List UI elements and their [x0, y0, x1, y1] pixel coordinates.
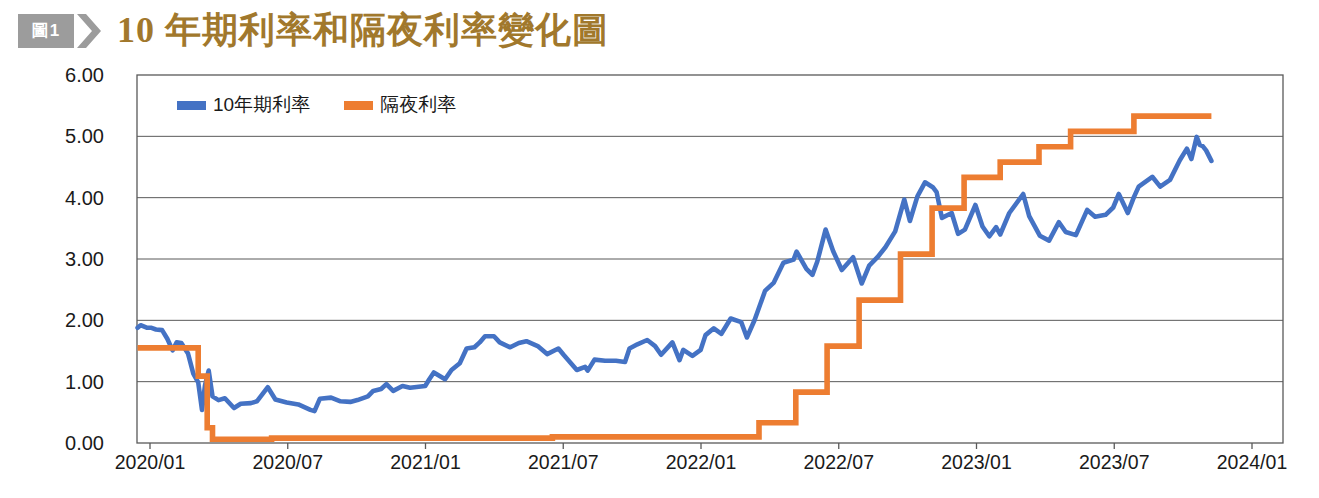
legend-swatch-10y-icon — [177, 101, 206, 110]
x-axis-label: 2023/01 — [941, 451, 1012, 473]
legend-swatch-overnight-icon — [344, 101, 373, 110]
series-line-10y — [138, 137, 1212, 411]
x-axis-label: 2024/01 — [1217, 451, 1288, 473]
figure-container: 圖1 10 年期利率和隔夜利率變化圖 2020/012020/072021/01… — [0, 0, 1319, 498]
legend-label-overnight: 隔夜利率 — [380, 92, 456, 118]
x-axis-label: 2020/01 — [115, 451, 186, 473]
x-axis-label: 2020/07 — [252, 451, 323, 473]
series-line-overnight — [138, 116, 1212, 439]
y-axis-label: 5.00 — [65, 125, 104, 147]
y-axis-label: 2.00 — [65, 309, 104, 331]
y-axis-label: 3.00 — [65, 248, 104, 270]
x-axis-label: 2021/07 — [528, 451, 599, 473]
y-axis-label: 0.00 — [65, 432, 104, 454]
legend-item-10y: 10年期利率 — [177, 92, 310, 118]
x-axis-label: 2023/07 — [1079, 451, 1150, 473]
legend-label-10y: 10年期利率 — [213, 92, 310, 118]
x-axis-label: 2021/01 — [390, 451, 461, 473]
line-chart: 2020/01 2020/07 2021/01 2021/07 2022/01 2022/… — [0, 0, 1319, 498]
y-axis-label: 4.00 — [65, 187, 104, 209]
chart-legend: 10年期利率 隔夜利率 — [177, 92, 456, 118]
x-axis-label: 2022/01 — [666, 451, 737, 473]
y-axis-label: 6.00 — [65, 64, 104, 86]
x-axis-label: 2022/07 — [803, 451, 874, 473]
y-axis-label: 1.00 — [65, 371, 104, 393]
legend-item-overnight: 隔夜利率 — [344, 92, 456, 118]
